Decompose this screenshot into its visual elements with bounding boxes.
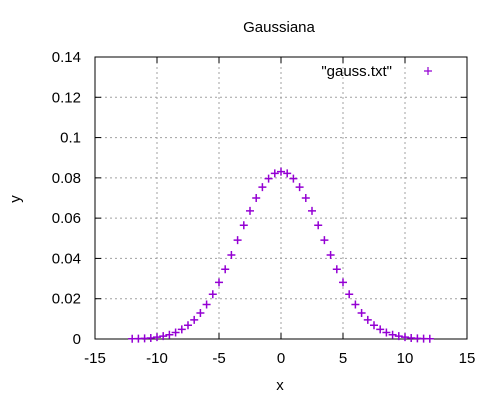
data-point <box>146 333 155 342</box>
y-tick-label: 0.02 <box>52 291 81 308</box>
y-axis-label: y <box>7 195 24 203</box>
data-point <box>326 251 335 260</box>
data-point <box>283 169 292 178</box>
data-point <box>227 251 236 260</box>
y-tick-label: 0.12 <box>52 89 81 106</box>
data-point <box>351 300 360 309</box>
data-point <box>233 236 242 245</box>
data-point <box>363 315 372 324</box>
legend-marker <box>424 67 432 75</box>
data-point <box>388 330 397 339</box>
x-axis-ticks: -15 -10 -5 0 5 10 15 <box>84 57 475 367</box>
data-point <box>184 321 192 330</box>
data-point <box>295 183 304 192</box>
data-point <box>289 174 298 183</box>
data-point <box>153 333 161 342</box>
data-point <box>264 174 273 183</box>
data-point <box>376 325 385 334</box>
data-point <box>320 236 329 245</box>
data-point <box>159 332 168 341</box>
x-tick-label: -10 <box>146 350 168 367</box>
y-axis-ticks: 0 0.02 0.04 0.06 0.08 0.1 0.12 0.14 <box>52 49 467 348</box>
data-point <box>301 194 310 202</box>
legend: "gauss.txt" <box>321 63 432 80</box>
data-point <box>177 325 186 334</box>
y-tick-label: 0.06 <box>52 210 81 227</box>
y-tick-label: 0 <box>73 331 81 348</box>
y-tick-label: 0.1 <box>60 130 81 147</box>
legend-label: "gauss.txt" <box>321 63 392 80</box>
data-point <box>308 206 316 215</box>
data-point <box>196 309 205 318</box>
data-point <box>221 265 230 274</box>
data-point <box>171 328 180 337</box>
data-point <box>252 194 261 202</box>
y-tick-label: 0.14 <box>52 49 81 66</box>
data-point <box>345 290 354 299</box>
chart-title: Gaussiana <box>243 19 315 36</box>
data-point <box>370 321 378 330</box>
x-tick-label: 15 <box>459 350 476 367</box>
data-point <box>357 309 366 318</box>
data-point <box>202 300 211 309</box>
x-tick-label: -15 <box>84 350 106 367</box>
x-tick-label: -5 <box>212 350 225 367</box>
y-tick-label: 0.04 <box>52 250 81 267</box>
x-tick-label: 10 <box>397 350 414 367</box>
data-point <box>394 332 403 341</box>
y-tick-label: 0.08 <box>52 170 81 187</box>
grid-lines <box>95 57 467 339</box>
x-tick-label: 5 <box>339 350 347 367</box>
legend-plus-marker <box>424 67 432 75</box>
data-point <box>208 290 217 299</box>
x-axis-label: x <box>276 377 284 394</box>
data-point <box>339 278 347 287</box>
data-point <box>246 206 254 215</box>
data-point <box>277 167 285 176</box>
data-point <box>239 221 248 230</box>
data-point <box>270 169 279 178</box>
data-point <box>314 221 323 230</box>
x-tick-label: 0 <box>277 350 285 367</box>
data-point <box>382 328 391 337</box>
data-point <box>401 333 409 342</box>
data-point <box>258 183 267 192</box>
data-point <box>190 315 199 324</box>
data-point <box>215 278 223 287</box>
data-point <box>332 265 341 274</box>
series-points <box>128 167 434 343</box>
data-point <box>425 334 434 343</box>
data-point <box>165 330 174 339</box>
